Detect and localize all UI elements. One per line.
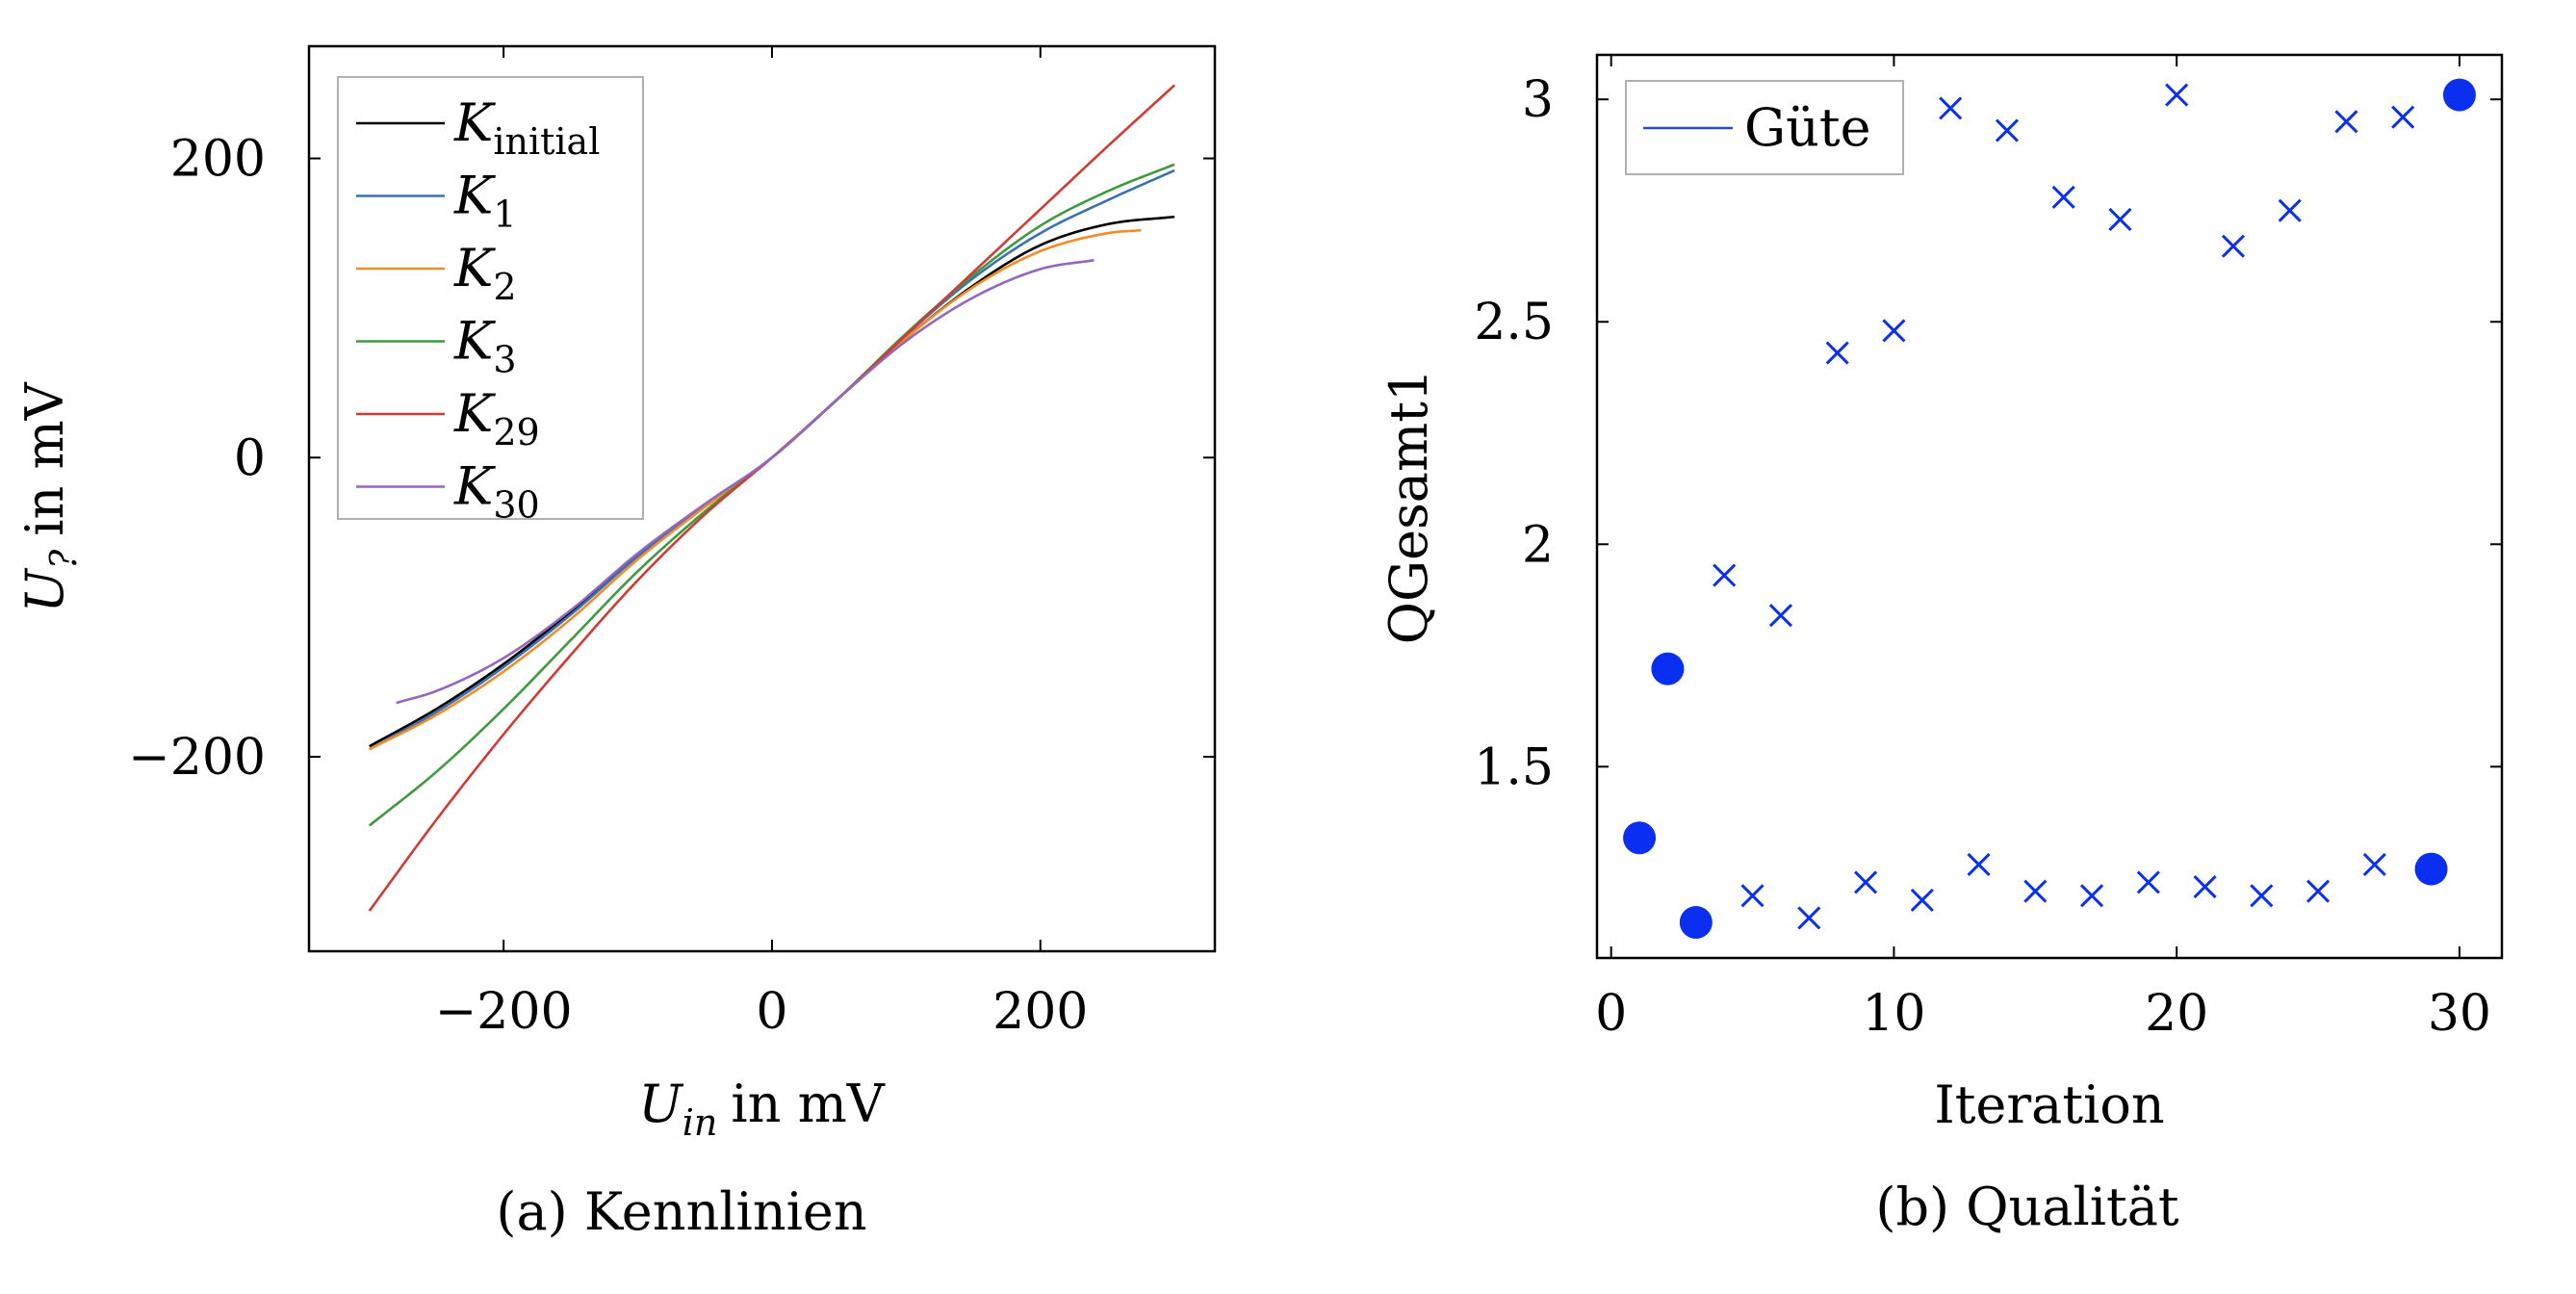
scatter-point-cross [2136, 870, 2160, 894]
scatter-point-circle [1679, 906, 1713, 940]
legend-label: Kinitial [453, 92, 600, 163]
scatter-point-cross [2051, 185, 2075, 209]
legend-entry: Güte [1643, 97, 1871, 158]
x-tick-label: 10 [1862, 985, 1925, 1043]
x-tick-label: 30 [2428, 985, 2491, 1043]
scatter-point-cross [1797, 906, 1821, 930]
legend-label: K3 [453, 311, 517, 381]
y-tick-label: 200 [170, 131, 266, 189]
x-axis-label: Iteration [1934, 1074, 2164, 1135]
caption: (a) Kennlinien [496, 1181, 866, 1242]
legend-label: Güte [1744, 97, 1871, 158]
legend-entry-kinitial: Kinitial [356, 92, 600, 163]
y-tick-label: 2 [1522, 516, 1554, 574]
scatter-point-cross [2023, 879, 2048, 903]
legend-label: K30 [453, 456, 540, 527]
caption: (b) Qualität [1875, 1177, 2179, 1237]
y-tick-label: 3 [1522, 71, 1554, 129]
scatter-point-circle [2442, 78, 2476, 112]
scatter-point-cross [1825, 341, 1849, 365]
scatter-point-cross [2334, 110, 2358, 134]
x-ticks: 0 10 20 30 [1595, 55, 2491, 1043]
scatter-point-cross [1995, 118, 2020, 142]
scatter-point-cross [1967, 852, 1991, 877]
plot-frame [1595, 53, 2504, 960]
legend-entry-k3: K3 [356, 311, 517, 381]
scatter-point-cross [2193, 875, 2217, 899]
scatter-point-cross [1768, 604, 1793, 628]
scatter-point-cross [2391, 105, 2415, 129]
y-tick-label: −200 [128, 729, 266, 787]
x-tick-label: 0 [1595, 985, 1627, 1043]
chart-qualitaet: 0 10 20 30 1.5 2 2.5 3 Iteration QGesamt1 Güte… [1378, 53, 2504, 1237]
scatter-point-cross [1939, 96, 1963, 120]
scatter-markers [1623, 78, 2476, 940]
scatter-point-cross [2306, 879, 2331, 903]
series-lines [368, 84, 1176, 912]
x-tick-label: 20 [2145, 985, 2208, 1043]
x-tick-label: 200 [992, 983, 1088, 1041]
chart-kennlinien: −200 0 200 −200 0 200 Uin in mV U?in mV Kinit… [14, 44, 1217, 1242]
scatter-point-cross [2108, 207, 2132, 232]
legend-label: K2 [453, 238, 517, 308]
scatter-point-cross [1853, 870, 1878, 894]
scatter-point-cross [2165, 83, 2189, 107]
x-tick-label: −200 [435, 983, 573, 1041]
legend-label: K1 [453, 166, 517, 236]
scatter-point-cross [2221, 234, 2246, 258]
y-tick-label: 0 [234, 429, 266, 487]
scatter-point-circle [1651, 652, 1685, 686]
legend-entry-k29: K29 [356, 383, 540, 453]
x-ticks: −200 0 200 [435, 46, 1088, 1041]
y-axis-label: U?in mV [14, 381, 85, 612]
scatter-point-circle [2414, 852, 2448, 886]
y-tick-label: 1.5 [1474, 738, 1554, 796]
legend-entry-k30: K30 [356, 456, 540, 527]
scatter-point-cross [1740, 884, 1765, 908]
legend-box [337, 76, 644, 520]
scatter-point-cross [1882, 319, 1906, 343]
legend-label: K29 [453, 383, 540, 453]
legend-entry-k2: K2 [356, 238, 517, 308]
scatter-point-cross [2250, 884, 2274, 908]
scatter-point-cross [2362, 852, 2386, 877]
y-tick-label: 2.5 [1474, 294, 1554, 351]
y-axis-label: QGesamt1 [1378, 369, 1439, 645]
legend: Güte [1625, 80, 1904, 175]
y-ticks: −200 0 200 [128, 131, 1215, 787]
x-tick-label: 0 [756, 983, 787, 1041]
scatter-point-cross [1713, 563, 1737, 587]
y-ticks: 1.5 2 2.5 3 [1474, 71, 2502, 796]
scatter-point-cross [2079, 884, 2104, 908]
scatter-point-circle [1623, 821, 1657, 855]
scatter-point-cross [2278, 198, 2302, 222]
plot-frame [307, 44, 1217, 953]
scatter-point-cross [1910, 888, 1934, 912]
legend-entry-k1: K1 [356, 166, 517, 236]
x-axis-label: Uin in mV [638, 1074, 886, 1144]
series-line-k30 [396, 258, 1095, 705]
